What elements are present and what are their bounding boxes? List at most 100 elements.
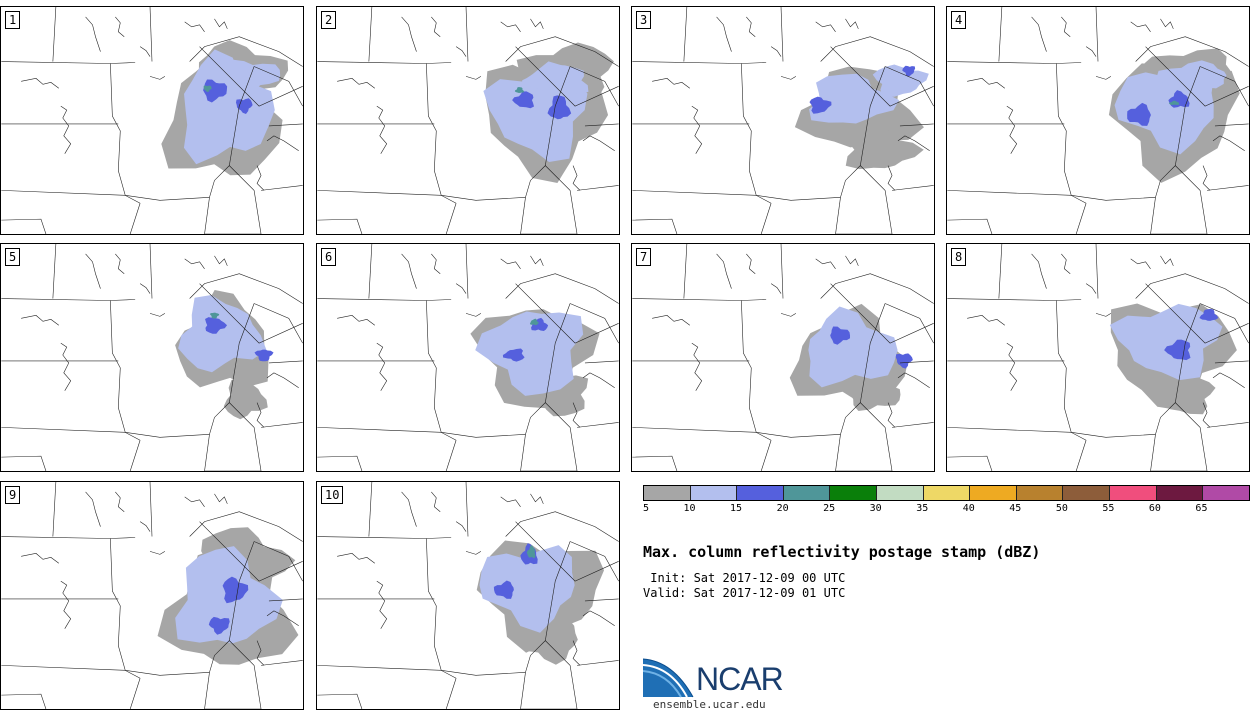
- map-boundary: [520, 197, 526, 234]
- reflectivity-echo: [209, 312, 220, 319]
- map-boundary: [632, 61, 767, 64]
- map-boundary: [431, 16, 441, 37]
- reflectivity-echo: [178, 294, 267, 373]
- map-boundary: [820, 36, 934, 67]
- reflectivity-echo: [845, 128, 924, 170]
- map-boundary: [830, 283, 934, 344]
- map-boundary: [368, 244, 373, 299]
- map-boundary: [426, 63, 457, 204]
- map-panel-3: [632, 7, 934, 234]
- map-boundary: [209, 165, 262, 234]
- map-boundary: [947, 61, 1082, 64]
- map-boundary: [887, 402, 896, 428]
- map-boundary: [1214, 360, 1249, 364]
- map-boundary: [256, 402, 265, 428]
- map-boundary: [139, 521, 151, 532]
- colorbar-swatch: [690, 486, 738, 500]
- map-boundary: [337, 78, 375, 89]
- map-boundary: [897, 135, 930, 151]
- colorbar-tick-label: 5: [643, 503, 650, 514]
- map-boundary: [1006, 105, 1018, 154]
- map-boundary: [337, 553, 375, 564]
- reflectivity-echo: [502, 348, 525, 362]
- map-boundary: [632, 427, 841, 438]
- map-boundary: [426, 538, 457, 679]
- map-boundary: [780, 76, 797, 80]
- reflectivity-echo: [526, 545, 536, 559]
- map-boundary: [582, 135, 615, 151]
- map-boundary: [820, 273, 934, 304]
- reflectivity-echo: [902, 65, 916, 77]
- reflectivity-echo: [222, 576, 249, 604]
- map-boundary: [253, 541, 303, 582]
- map-boundary: [691, 105, 703, 154]
- reflectivity-echo: [1127, 102, 1151, 126]
- map-boundary: [545, 541, 571, 641]
- map-boundary: [149, 313, 166, 317]
- map-boundary: [746, 253, 756, 274]
- plot-title: Max. column reflectivity postage stamp (…: [643, 543, 1041, 561]
- reflectivity-echo: [475, 311, 584, 396]
- colorbar-tick-label: 55: [1102, 503, 1115, 514]
- map-boundary: [465, 551, 482, 555]
- map-boundary: [445, 203, 457, 234]
- map-boundary: [455, 521, 467, 532]
- map-boundary: [317, 218, 363, 234]
- map-boundary: [1095, 7, 1099, 62]
- map-boundary: [184, 258, 205, 269]
- map-boundary: [184, 21, 205, 32]
- map-boundary: [253, 303, 303, 344]
- map-boundary: [1061, 16, 1071, 37]
- colorbar-tick-label: 35: [916, 503, 929, 514]
- map-boundary: [261, 185, 303, 191]
- panel-label: 5: [5, 248, 21, 266]
- map-boundary: [520, 434, 526, 471]
- map-boundary: [199, 46, 303, 107]
- map-boundary: [1, 218, 47, 234]
- map-boundary: [530, 255, 544, 266]
- map-boundary: [401, 491, 417, 527]
- map-boundary: [115, 253, 125, 274]
- map-boundary: [149, 551, 166, 555]
- map-boundary: [317, 427, 526, 438]
- colorbar-tick-label: 15: [730, 503, 743, 514]
- map-boundary: [520, 672, 526, 709]
- map-boundary: [214, 18, 228, 29]
- map-boundary: [214, 493, 228, 504]
- member-panel-9: 9: [0, 481, 304, 710]
- map-boundary: [199, 283, 303, 344]
- colorbar-swatch: [644, 486, 691, 500]
- colorbar-tick-label: 10: [683, 503, 696, 514]
- map-boundary: [139, 283, 151, 294]
- map-boundary: [845, 18, 859, 29]
- map-boundary: [892, 422, 934, 428]
- reflectivity-echo: [183, 49, 275, 165]
- map-boundary: [632, 190, 841, 201]
- map-boundary: [1075, 440, 1087, 471]
- member-panel-2: 2: [316, 6, 620, 235]
- logo-text: NCAR: [696, 661, 784, 697]
- map-boundary: [431, 491, 441, 512]
- map-boundary: [85, 16, 101, 52]
- map-panel-8: [947, 244, 1249, 471]
- reflectivity-echo: [1164, 339, 1191, 361]
- map-boundary: [149, 7, 153, 62]
- reflectivity-echo: [1168, 100, 1180, 106]
- member-panel-7: 7: [631, 243, 935, 472]
- map-boundary: [317, 665, 526, 676]
- map-boundary: [1095, 244, 1099, 299]
- map-boundary: [401, 16, 417, 52]
- map-boundary: [455, 283, 467, 294]
- member-panel-3: 3: [631, 6, 935, 235]
- map-boundary: [716, 253, 732, 289]
- map-boundary: [85, 253, 101, 289]
- map-boundary: [530, 18, 544, 29]
- map-boundary: [746, 16, 756, 37]
- map-boundary: [268, 360, 303, 364]
- map-boundary: [204, 672, 210, 709]
- map-boundary: [52, 7, 57, 62]
- map-boundary: [584, 598, 619, 602]
- colorbar-tick-label: 45: [1009, 503, 1022, 514]
- map-boundary: [184, 496, 205, 507]
- map-boundary: [266, 372, 299, 388]
